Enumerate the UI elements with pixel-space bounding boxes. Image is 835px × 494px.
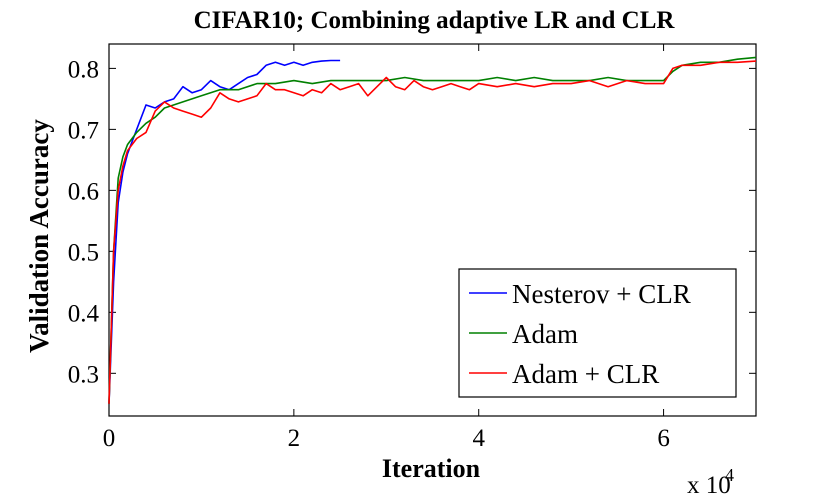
legend: Nesterov + CLR Adam Adam + CLR (458, 268, 737, 398)
series-line-adam-clr (108, 60, 757, 404)
series-line-nesterov-clr (108, 59, 341, 404)
x-tick-label: 4 (472, 425, 485, 452)
chart-title: CIFAR10; Combining adaptive LR and CLR (194, 7, 676, 34)
x-axis-label: Iteration (382, 454, 481, 483)
y-tick-label: 0.7 (68, 117, 99, 144)
x-tick-label: 2 (288, 425, 301, 452)
y-axis-label: Validation Accuracy (24, 119, 54, 353)
legend-label: Adam (512, 319, 578, 349)
plot-area: 0 2 4 6 0.3 0.4 0.5 0.6 0.7 0.8 (68, 43, 757, 452)
x-tick-label: 0 (103, 425, 116, 452)
legend-label: Nesterov + CLR (512, 279, 691, 309)
x-tick-label: 6 (657, 425, 670, 452)
x-axis-multiplier-base: x 10 (687, 472, 731, 494)
legend-label: Adam + CLR (512, 359, 659, 389)
y-tick-label: 0.4 (68, 300, 100, 327)
y-tick-label: 0.6 (68, 178, 99, 205)
x-axis-multiplier: x 10 4 (687, 465, 734, 494)
series-line-adam (108, 56, 757, 404)
y-tick-label: 0.8 (68, 56, 99, 83)
y-tick-label: 0.5 (68, 239, 99, 266)
y-tick-label: 0.3 (68, 361, 99, 388)
axes-frame (108, 43, 757, 417)
x-axis-multiplier-exponent: 4 (725, 465, 734, 485)
